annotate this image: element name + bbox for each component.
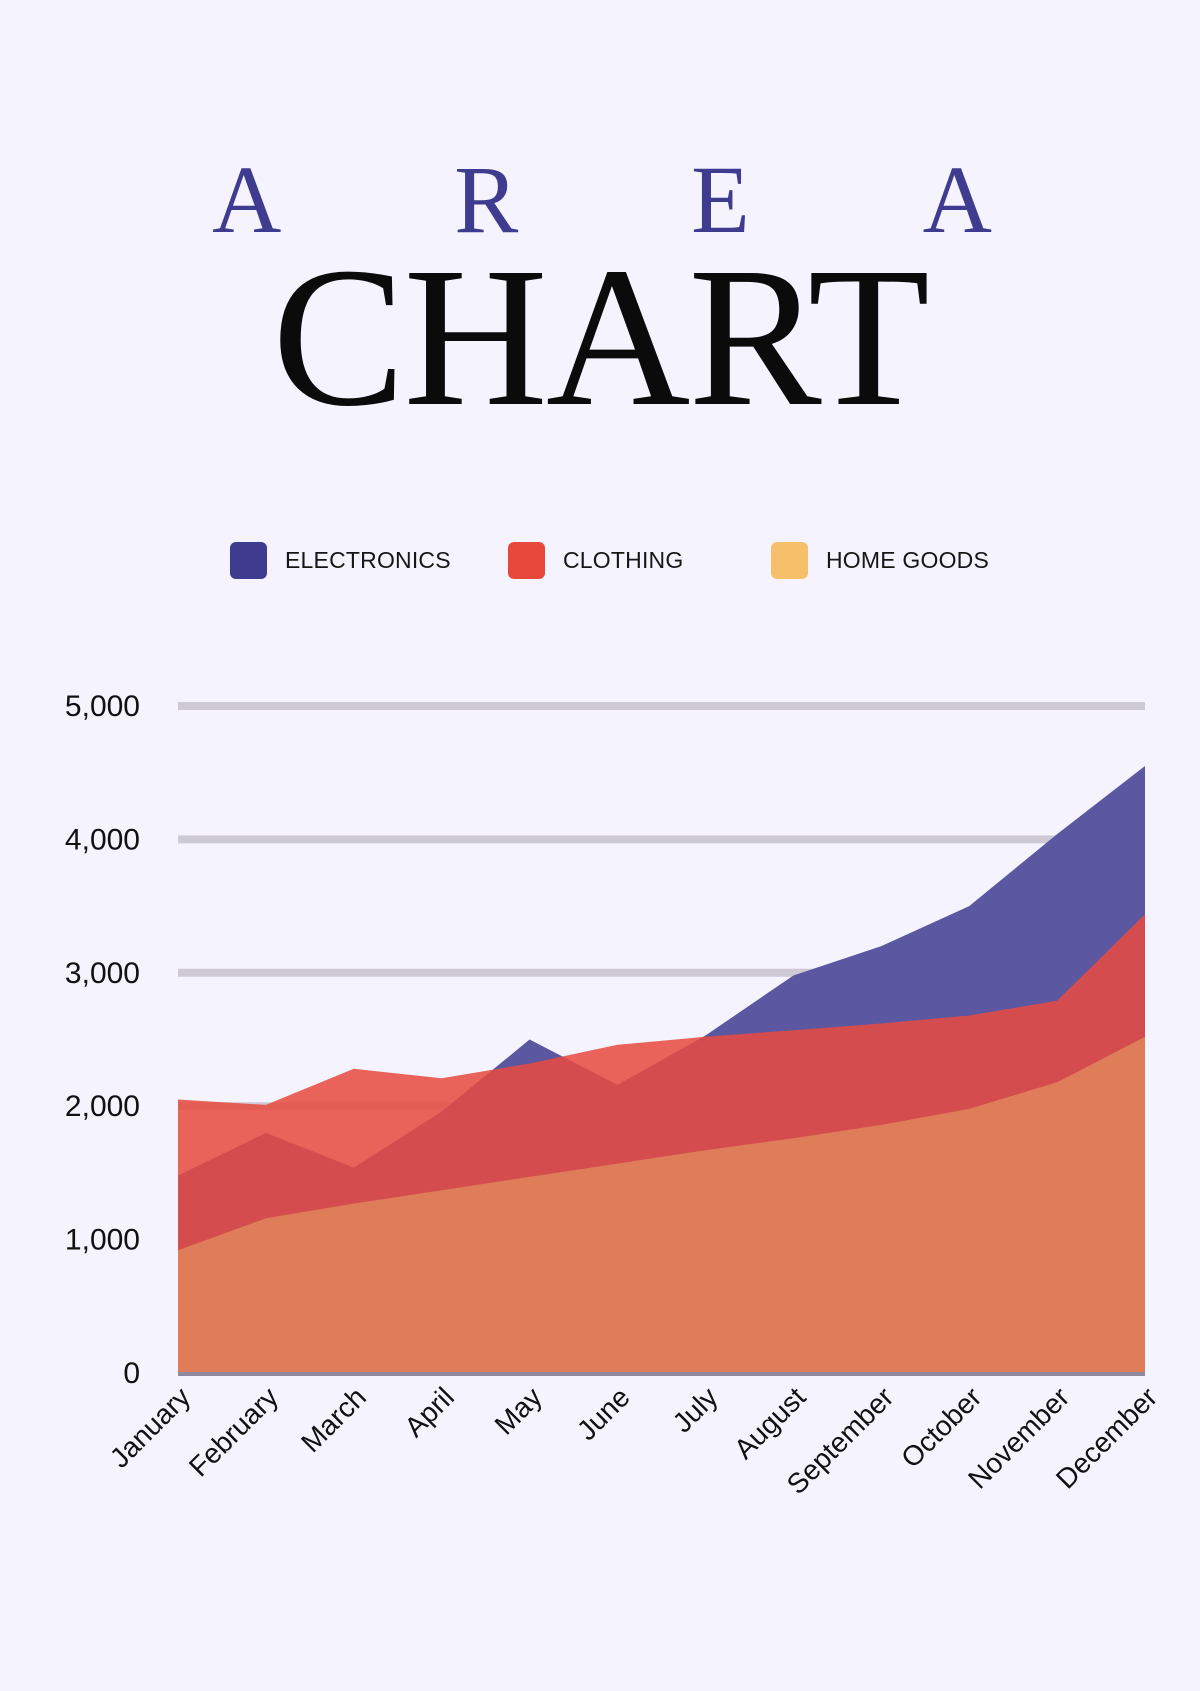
x-tick-label: July (667, 1381, 724, 1438)
legend-swatch-electronics (230, 541, 267, 579)
title-area-letters: A R E A (212, 152, 992, 248)
x-tick-label: August (728, 1381, 812, 1465)
title-letter: E (691, 146, 750, 253)
title-letter: A (212, 146, 282, 253)
legend-swatch-home-goods (771, 541, 808, 579)
legend-swatch-clothing (508, 541, 545, 579)
y-tick-label: 5,000 (65, 690, 140, 723)
x-tick-label: April (398, 1381, 460, 1443)
x-tick-label: March (295, 1381, 372, 1458)
x-tick-label: June (571, 1381, 636, 1446)
legend-item-electronics: ELECTRONICS (230, 541, 451, 579)
title-letter: A (922, 146, 992, 253)
legend-item-home-goods: HOME GOODS (771, 541, 989, 579)
y-tick-label: 1,000 (65, 1224, 140, 1257)
y-tick-label: 3,000 (65, 957, 140, 990)
y-tick-label: 0 (123, 1357, 140, 1390)
y-tick-label: 4,000 (65, 823, 140, 856)
legend-item-clothing: CLOTHING (508, 541, 683, 579)
title-letter: R (454, 146, 519, 253)
x-tick-label: May (489, 1381, 548, 1440)
x-tick-label: February (183, 1381, 284, 1482)
legend-label-home-goods: HOME GOODS (826, 546, 990, 573)
legend: ELECTRONICS CLOTHING HOME GOODS (0, 541, 1200, 579)
y-tick-label: 2,000 (65, 1090, 140, 1123)
legend-label-clothing: CLOTHING (563, 546, 684, 573)
title-chart: CHART (272, 227, 930, 448)
series-area-home-goods (178, 1036, 1145, 1373)
legend-label-electronics: ELECTRONICS (285, 546, 451, 573)
